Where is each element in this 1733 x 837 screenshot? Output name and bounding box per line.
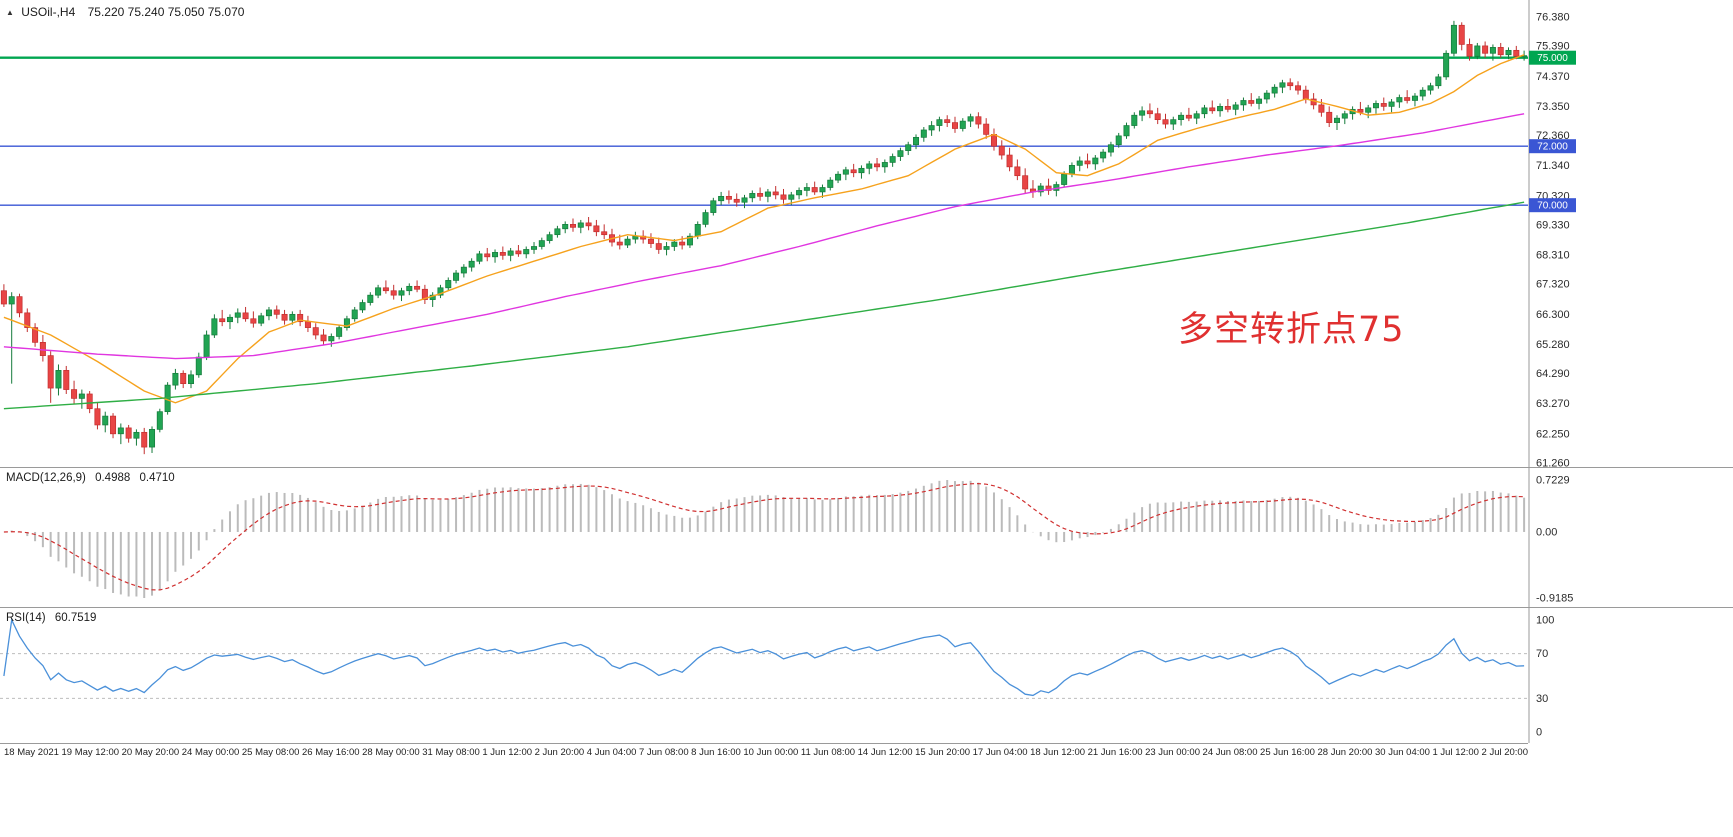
macd-signal-line xyxy=(3,482,1525,591)
ma-slow-green xyxy=(3,201,1525,410)
rsi-canvas[interactable]: 100 70 30 0 xyxy=(0,608,1733,743)
time-axis-label: 15 Jun 20:00 xyxy=(915,747,971,758)
time-axis[interactable]: 18 May 2021 19 May 12:00 20 May 20:00 24 Ma… xyxy=(0,743,1528,767)
rsi-axis: 100 70 30 0 xyxy=(1528,608,1554,743)
rsi-line xyxy=(3,617,1525,697)
time-axis-label: 30 Jun 04:00 xyxy=(1375,747,1430,758)
macd-value-main: 0.4988 xyxy=(95,472,131,484)
time-axis-label: 14 Jun 12:00 xyxy=(857,747,913,758)
macd-histogram xyxy=(10,480,1526,598)
time-axis-label: 28 May 00:00 xyxy=(362,747,420,758)
rsi-axis-label: 30 xyxy=(1536,693,1548,705)
price-annotation[interactable]: 多空转折点75 xyxy=(1178,310,1405,350)
price-chart-canvas[interactable]: 76.38075.39074.37073.35072.36071.34070.3… xyxy=(0,0,1733,467)
chart-title: ▲ USOil-,H4 75.220 75.240 75.050 75.070 xyxy=(6,5,244,19)
price-axis[interactable]: 76.38075.39074.37073.35072.36071.34070.3… xyxy=(1528,0,1570,468)
svg-text:72.000: 72.000 xyxy=(1537,142,1568,153)
time-axis-label: 2 Jun 20:00 xyxy=(534,747,585,758)
time-axis-label: 1 Jun 12:00 xyxy=(482,747,533,758)
time-axis-label: 11 Jun 08:00 xyxy=(800,747,856,758)
time-axis-label: 28 Jun 20:00 xyxy=(1317,747,1373,758)
macd-axis-label: 0.00 xyxy=(1536,526,1557,538)
time-axis-label: 17 Jun 04:00 xyxy=(972,747,1028,758)
svg-text:70.000: 70.000 xyxy=(1537,201,1568,212)
candles-layer[interactable] xyxy=(0,20,1528,455)
time-axis-label: 2 Jul 20:00 xyxy=(1481,747,1528,758)
rsi-axis-label: 100 xyxy=(1536,615,1554,627)
price-axis-label: 75.390 xyxy=(1536,41,1570,53)
chart-marker-icon: ▲ xyxy=(6,8,14,17)
rsi-indicator-name: RSI(14) xyxy=(6,612,46,624)
time-axis-label: 26 May 16:00 xyxy=(301,747,360,758)
macd-label: MACD(12,26,9) 0.4988 0.4710 xyxy=(6,472,181,484)
time-axis-label: 19 May 12:00 xyxy=(61,747,120,758)
horizontal-lines[interactable] xyxy=(0,56,1528,206)
time-axis-label: 1 Jul 12:00 xyxy=(1432,747,1479,758)
price-axis-label: 62.250 xyxy=(1536,428,1570,440)
time-axis-label: 21 Jun 16:00 xyxy=(1087,747,1143,758)
price-axis-label: 76.380 xyxy=(1536,12,1570,24)
price-axis-label: 73.350 xyxy=(1536,101,1570,113)
time-axis-label: 8 Jun 16:00 xyxy=(691,747,741,758)
price-axis-label: 63.270 xyxy=(1536,398,1570,410)
rsi-label: RSI(14) 60.7519 xyxy=(6,612,102,624)
time-axis-label: 25 Jun 16:00 xyxy=(1260,747,1315,758)
ma-mid-magenta xyxy=(3,113,1525,360)
time-axis-label: 24 Jun 08:00 xyxy=(1202,747,1258,758)
price-pane: 76.380 75.390 74.370 73.350 72.360 71.340 70.3… xyxy=(0,0,1733,467)
price-axis-label: 74.370 xyxy=(1536,71,1570,83)
price-axis-label: 71.340 xyxy=(1536,160,1570,172)
rsi-value: 60.7519 xyxy=(54,612,97,624)
price-line-badge: 70.000 xyxy=(1529,198,1576,213)
ma-fast-orange xyxy=(3,54,1525,404)
time-axis-label: 31 May 08:00 xyxy=(422,747,480,758)
macd-indicator-name: MACD(12,26,9) xyxy=(6,472,86,484)
time-axis-label: 4 Jun 04:00 xyxy=(586,747,637,758)
macd-axis: 0.7229 0.00 -0.9185 xyxy=(1528,468,1573,607)
time-axis-label: 24 May 00:00 xyxy=(181,747,240,758)
price-axis-label: 69.330 xyxy=(1536,219,1570,231)
rsi-pane: 100 70 30 0 RSI(14) 60.7519 xyxy=(0,607,1733,743)
rsi-axis-label: 0 xyxy=(1536,727,1542,739)
time-axis-label: 18 Jun 12:00 xyxy=(1030,747,1086,758)
macd-canvas[interactable]: 0.7229 0.00 -0.9185 xyxy=(0,468,1733,607)
rsi-axis-label: 70 xyxy=(1536,648,1548,660)
price-line-badge: 75.000 xyxy=(1529,50,1576,65)
price-axis-label: 72.360 xyxy=(1536,130,1570,142)
time-axis-label: 20 May 20:00 xyxy=(121,747,180,758)
macd-axis-label: 0.7229 xyxy=(1536,475,1570,487)
macd-value-signal: 0.4710 xyxy=(139,472,175,484)
macd-pane: 0.7229 0.00 -0.9185 MACD(12,26,9) 0.4988 0… xyxy=(0,467,1733,607)
time-axis-label: 25 May 08:00 xyxy=(241,747,300,758)
time-axis-label: 18 May 2021 xyxy=(4,747,59,758)
time-axis-label: 23 Jun 00:00 xyxy=(1145,747,1200,758)
price-axis-label: 65.280 xyxy=(1536,339,1570,351)
symbol-timeframe-label: USOil-,H4 xyxy=(21,5,76,19)
price-axis-label: 67.320 xyxy=(1536,279,1570,291)
price-line-badge: 72.000 xyxy=(1529,139,1576,154)
macd-axis-label: -0.9185 xyxy=(1536,593,1573,605)
svg-text:75.000: 75.000 xyxy=(1537,53,1568,64)
time-axis-label: 10 Jun 00:00 xyxy=(743,747,799,758)
price-axis-label: 68.310 xyxy=(1536,250,1570,262)
ohlc-values: 75.220 75.240 75.050 75.070 xyxy=(87,5,245,19)
time-axis-label: 7 Jun 08:00 xyxy=(638,747,689,758)
price-axis-label: 64.290 xyxy=(1536,368,1570,380)
rsi-levels xyxy=(0,653,1528,699)
price-axis-label: 61.260 xyxy=(1536,458,1570,468)
price-axis-label: 66.300 xyxy=(1536,309,1570,321)
